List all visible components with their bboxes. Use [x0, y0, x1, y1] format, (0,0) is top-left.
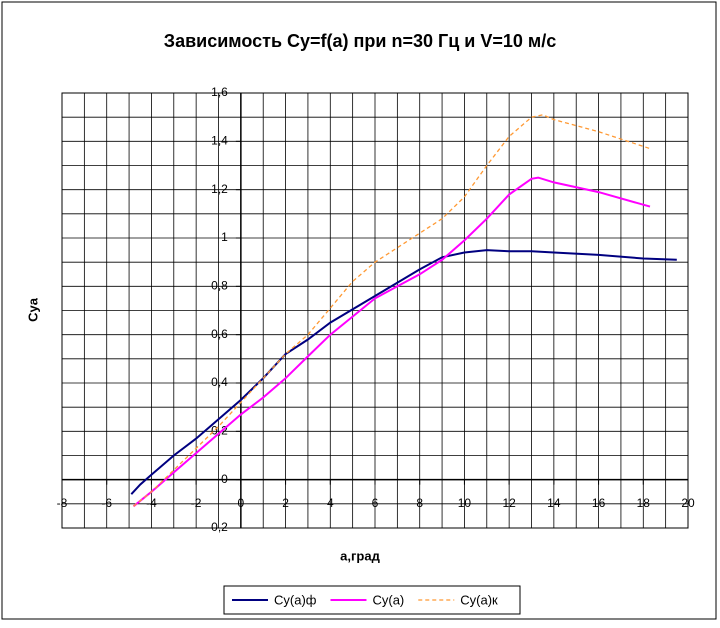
series-line	[132, 176, 651, 508]
legend-label: Cy(a)	[372, 592, 404, 607]
x-tick-label: 10	[458, 496, 472, 510]
y-tick-label: -0,2	[207, 520, 228, 534]
y-tick-label: 0,2	[211, 424, 228, 438]
x-tick-label: 8	[416, 496, 423, 510]
x-tick-label: 12	[502, 496, 516, 510]
y-tick-label: 0,8	[211, 279, 228, 293]
x-tick-label: -2	[191, 496, 202, 510]
x-tick-label: 6	[372, 496, 379, 510]
legend-label: Cy(a)ф	[274, 592, 317, 607]
series-line	[133, 114, 651, 507]
y-tick-label: 1	[221, 230, 228, 244]
x-tick-label: 2	[282, 496, 289, 510]
x-tick-label: 14	[547, 496, 561, 510]
y-axis-label: Cya	[25, 297, 40, 322]
y-tick-label: 1,6	[211, 85, 228, 99]
x-tick-label: -4	[146, 496, 157, 510]
x-tick-label: 16	[592, 496, 606, 510]
y-tick-label: 1,4	[211, 134, 228, 148]
legend-label: Cy(a)к	[460, 592, 498, 607]
x-tick-label: 18	[637, 496, 651, 510]
legend-box	[223, 585, 521, 615]
y-tick-label: 0	[221, 472, 228, 486]
chart-title: Зависимость Cy=f(a) при n=30 Гц и V=10 м…	[164, 31, 556, 51]
x-tick-label: 0	[238, 496, 245, 510]
x-tick-label: -6	[101, 496, 112, 510]
y-tick-label: 0,4	[211, 375, 228, 389]
x-tick-label: -8	[57, 496, 68, 510]
x-tick-label: 20	[681, 496, 695, 510]
series-line	[130, 249, 677, 495]
y-tick-label: 0,6	[211, 327, 228, 341]
x-tick-label: 4	[327, 496, 334, 510]
x-axis-label: a,град	[340, 548, 380, 563]
y-tick-label: 1,2	[211, 182, 228, 196]
